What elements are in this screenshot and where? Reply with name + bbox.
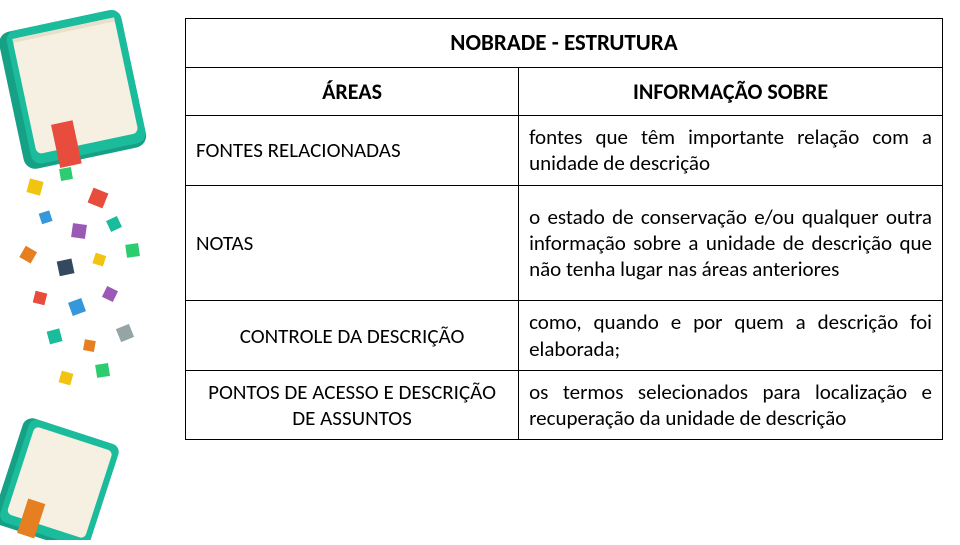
area-cell: CONTROLE DA DESCRIÇÃO — [186, 301, 519, 371]
decor-svg — [0, 0, 185, 540]
area-cell: PONTOS DE ACESSO E DESCRIÇÃO DE ASSUNTOS — [186, 370, 519, 440]
header-info: INFORMAÇÃO SOBRE — [519, 68, 943, 116]
structure-table-container: NOBRADE - ESTRUTURA ÁREAS INFORMAÇÃO SOB… — [185, 18, 943, 440]
info-cell: o estado de conservação e/ou qualquer ou… — [519, 185, 943, 301]
table-row: PONTOS DE ACESSO E DESCRIÇÃO DE ASSUNTOS… — [186, 370, 943, 440]
table-row: CONTROLE DA DESCRIÇÃO como, quando e por… — [186, 301, 943, 371]
info-cell: fontes que têm importante relação com a … — [519, 116, 943, 186]
header-row: ÁREAS INFORMAÇÃO SOBRE — [186, 68, 943, 116]
area-cell: NOTAS — [186, 185, 519, 301]
table-title: NOBRADE - ESTRUTURA — [186, 19, 943, 68]
table-row: FONTES RELACIONADAS fontes que têm impor… — [186, 116, 943, 186]
structure-table: NOBRADE - ESTRUTURA ÁREAS INFORMAÇÃO SOB… — [185, 18, 943, 440]
decorative-sidebar — [0, 0, 185, 540]
info-cell: como, quando e por quem a descrição foi … — [519, 301, 943, 371]
title-row: NOBRADE - ESTRUTURA — [186, 19, 943, 68]
info-cell: os termos selecionados para localização … — [519, 370, 943, 440]
area-cell: FONTES RELACIONADAS — [186, 116, 519, 186]
header-areas: ÁREAS — [186, 68, 519, 116]
table-row: NOTAS o estado de conservação e/ou qualq… — [186, 185, 943, 301]
